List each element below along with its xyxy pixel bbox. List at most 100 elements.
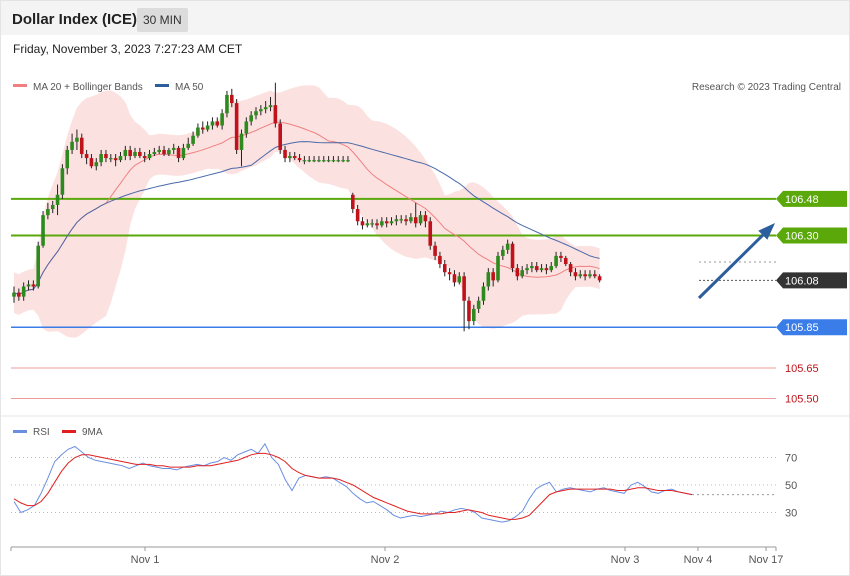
candle-body bbox=[215, 121, 220, 126]
candle-body bbox=[200, 127, 205, 130]
candle-body bbox=[496, 255, 500, 281]
candle-body bbox=[99, 154, 103, 163]
candle-body bbox=[244, 121, 249, 134]
candle-body bbox=[113, 158, 118, 161]
candle-body bbox=[307, 160, 312, 162]
candle-body bbox=[70, 141, 74, 150]
candle-body bbox=[351, 194, 355, 210]
candle-body bbox=[559, 255, 563, 258]
interval-button[interactable]: 30 MIN bbox=[137, 8, 188, 32]
pivot-label: 105.85 bbox=[785, 322, 819, 334]
candle-body bbox=[292, 156, 297, 159]
candle-body bbox=[75, 137, 79, 142]
candle-body bbox=[481, 286, 486, 301]
candle-body bbox=[41, 215, 45, 246]
candle-body bbox=[55, 194, 60, 205]
candle-body bbox=[467, 300, 471, 322]
candle-body bbox=[452, 274, 457, 283]
candle-body bbox=[26, 284, 31, 287]
candle-body bbox=[394, 219, 399, 222]
candle-body bbox=[94, 162, 99, 167]
candle-body bbox=[365, 223, 370, 226]
candle-body bbox=[234, 103, 239, 150]
candle-body bbox=[60, 168, 65, 195]
ma20-legend-swatch bbox=[13, 84, 27, 87]
candle-body bbox=[384, 221, 389, 224]
candle-body bbox=[171, 147, 176, 150]
candle-body bbox=[418, 215, 423, 224]
candle-body bbox=[249, 115, 253, 122]
candle-body bbox=[428, 221, 433, 246]
candles bbox=[12, 82, 602, 332]
rsi-line bbox=[13, 442, 693, 523]
candle-body bbox=[375, 223, 379, 226]
ma20-legend-label: MA 20 + Bollinger Bands bbox=[33, 82, 143, 93]
x-axis: Nov 1 Nov 2 Nov 3 Nov 4 Nov 17 bbox=[10, 547, 784, 566]
rsi-tick-70: 70 bbox=[785, 453, 797, 465]
candle-body bbox=[210, 121, 215, 126]
candle-body bbox=[336, 160, 341, 162]
ma50-legend-swatch bbox=[155, 84, 169, 87]
price-levels: 106.48 106.30 106.08 105.85 105.65 105.50 bbox=[11, 190, 847, 406]
candle-body bbox=[254, 111, 258, 116]
candle-body bbox=[46, 209, 50, 216]
candle-body bbox=[196, 127, 200, 136]
candle-body bbox=[399, 219, 403, 221]
current-price-label: 106.08 bbox=[785, 275, 819, 287]
resistance-tag-106-30 bbox=[776, 227, 847, 244]
candle-body bbox=[578, 274, 583, 277]
candle-body bbox=[346, 160, 350, 162]
rsi-legend-label: RSI bbox=[33, 427, 50, 438]
candle-body bbox=[268, 105, 273, 108]
candle-body bbox=[181, 147, 186, 159]
forecast-arrow bbox=[697, 222, 776, 300]
support-label-105-50: 105.50 bbox=[785, 394, 819, 406]
pivot-tag bbox=[776, 319, 847, 336]
candle-body bbox=[259, 109, 263, 112]
candle-body bbox=[341, 160, 345, 162]
candle-body bbox=[476, 300, 481, 309]
candle-body bbox=[563, 257, 568, 265]
candle-body bbox=[593, 274, 597, 277]
candle-body bbox=[147, 154, 152, 159]
candle-body bbox=[283, 149, 287, 159]
candle-body bbox=[109, 158, 113, 160]
credit-label: Research © 2023 Trading Central bbox=[692, 82, 841, 93]
x-tick-label: Nov 1 bbox=[131, 554, 160, 566]
candle-body bbox=[583, 274, 587, 277]
chart-title: Dollar Index (ICE) bbox=[12, 11, 138, 28]
bollinger-band-area bbox=[14, 85, 600, 338]
candle-body bbox=[597, 276, 602, 281]
candle-body bbox=[123, 149, 128, 157]
rsi-ma-line bbox=[13, 452, 693, 520]
candle-body bbox=[84, 154, 89, 159]
rsi-tick-30: 30 bbox=[785, 508, 797, 520]
candle-body bbox=[79, 137, 84, 155]
candle-body bbox=[21, 286, 26, 297]
candle-body bbox=[312, 160, 316, 162]
timestamp: Friday, November 3, 2023 7:27:23 AM CET bbox=[13, 42, 243, 56]
candle-body bbox=[321, 160, 326, 162]
candle-body bbox=[423, 215, 428, 222]
x-tick-label: Nov 17 bbox=[749, 554, 784, 566]
candle-body bbox=[138, 151, 142, 157]
candle-body bbox=[433, 245, 437, 256]
candle-body bbox=[573, 272, 578, 277]
rsi-ma-legend-label: 9MA bbox=[82, 427, 103, 438]
bollinger-band bbox=[14, 85, 600, 338]
candle-body bbox=[457, 276, 462, 283]
ma20-line bbox=[13, 121, 600, 296]
candle-body bbox=[544, 268, 549, 271]
candle-body bbox=[157, 149, 161, 152]
candle-body bbox=[167, 149, 171, 155]
candle-body bbox=[205, 125, 210, 130]
candle-body bbox=[65, 149, 70, 169]
rsi-ma-legend-swatch bbox=[62, 430, 76, 433]
resistance-label-106-30: 106.30 bbox=[785, 231, 819, 243]
candle-body bbox=[413, 217, 418, 224]
candle-body bbox=[50, 204, 55, 210]
candle-body bbox=[331, 160, 336, 162]
candle-body bbox=[510, 243, 515, 269]
candle-body bbox=[360, 221, 365, 226]
candle-body bbox=[404, 219, 408, 222]
